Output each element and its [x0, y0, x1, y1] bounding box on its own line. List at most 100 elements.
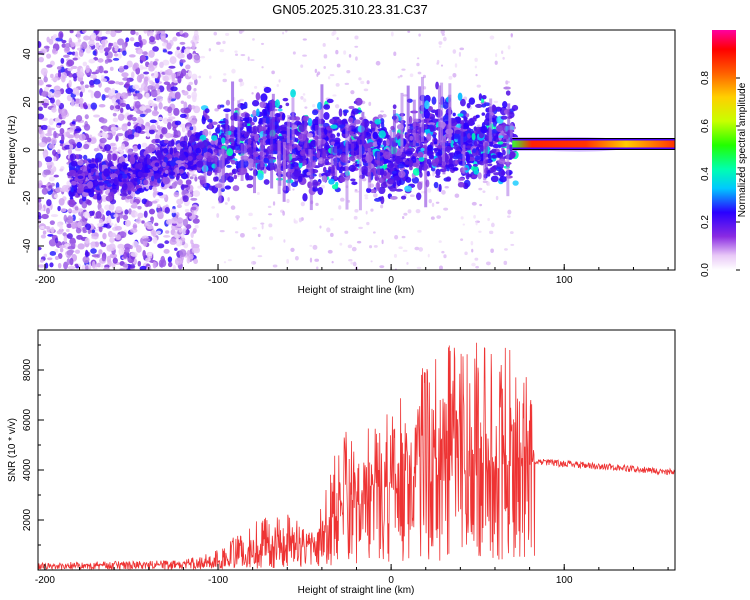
- noise-cell: [103, 223, 108, 228]
- noise-cell: [41, 213, 49, 220]
- signal-cell: [374, 197, 382, 202]
- signal-cell: [197, 175, 206, 181]
- colorbar-tick-label: 0.4: [700, 167, 711, 181]
- noise-cell: [49, 251, 57, 256]
- noise-cell: [92, 50, 97, 56]
- noise-cell: [120, 92, 129, 100]
- noise-cell: [173, 134, 179, 139]
- noise-cell: [123, 65, 129, 70]
- signal-cell: [419, 171, 423, 178]
- noise-cell: [330, 218, 334, 221]
- signal-cell: [478, 132, 485, 139]
- signal-cell: [208, 122, 213, 130]
- signal-cell: [454, 129, 461, 134]
- noise-cell: [319, 225, 322, 229]
- noise-cell: [76, 71, 85, 78]
- signal-cell: [338, 148, 343, 155]
- noise-cell: [252, 226, 258, 230]
- colorbar-label: Normalized spectral amplitude: [737, 82, 748, 217]
- noise-cell: [121, 123, 128, 132]
- signal-cell: [85, 199, 91, 205]
- noise-cell: [137, 49, 142, 55]
- noise-cell: [47, 257, 53, 261]
- noise-cell: [38, 142, 47, 148]
- noise-cell: [302, 93, 306, 96]
- noise-cell: [194, 176, 198, 182]
- noise-cell: [43, 104, 48, 109]
- signal-cell: [173, 180, 178, 187]
- signal-cell: [189, 176, 194, 180]
- noise-cell: [125, 103, 131, 110]
- noise-cell: [121, 42, 127, 50]
- noise-cell: [373, 193, 378, 198]
- signal-cell: [496, 166, 502, 172]
- noise-cell: [61, 39, 67, 44]
- signal-cell: [298, 124, 306, 133]
- signal-cell: [112, 153, 118, 161]
- noise-cell: [147, 64, 154, 68]
- signal-cell: [188, 136, 196, 143]
- noise-cell: [327, 249, 333, 254]
- signal-streak: [462, 144, 466, 174]
- noise-cell: [482, 190, 486, 193]
- signal-cell: [383, 151, 391, 160]
- noise-cell: [48, 118, 54, 126]
- noise-cell: [354, 208, 359, 213]
- signal-cell: [442, 101, 449, 109]
- noise-cell: [66, 223, 72, 229]
- noise-cell: [173, 191, 180, 198]
- noise-cell: [124, 247, 130, 254]
- signal-cell: [258, 117, 263, 124]
- signal-cell: [244, 113, 250, 118]
- noise-cell: [282, 210, 285, 216]
- noise-cell: [393, 253, 398, 258]
- signal-cell: [230, 159, 236, 165]
- signal-streak: [348, 126, 352, 144]
- signal-cell: [491, 148, 497, 154]
- noise-cell: [106, 31, 112, 35]
- noise-cell: [100, 36, 108, 40]
- noise-cell: [222, 78, 227, 83]
- noise-cell: [475, 265, 480, 269]
- signal-cell: [180, 173, 188, 180]
- noise-cell: [58, 198, 65, 206]
- noise-cell: [57, 205, 61, 212]
- colorbar-tick-label: 0.6: [700, 119, 711, 133]
- signal-cell: [207, 118, 213, 123]
- noise-cell: [65, 131, 71, 137]
- noise-cell: [354, 45, 359, 48]
- noise-cell: [98, 225, 103, 233]
- noise-cell: [460, 216, 464, 220]
- noise-cell: [110, 30, 117, 38]
- signal-cell: [188, 165, 197, 170]
- signal-cell: [405, 176, 412, 183]
- signal-cell: [83, 188, 92, 193]
- noise-cell: [70, 221, 78, 229]
- signal-cell: [92, 179, 99, 187]
- noise-cell: [162, 59, 170, 66]
- noise-cell: [65, 87, 73, 95]
- colorbar: 0.00.20.40.60.8 Normalized spectral ampl…: [700, 30, 748, 277]
- noise-cell: [147, 85, 154, 90]
- noise-cell: [320, 184, 325, 189]
- noise-cell: [193, 115, 196, 119]
- y-tick-label: 2000: [22, 508, 33, 531]
- signal-cell: [187, 161, 191, 167]
- signal-cell: [339, 176, 346, 183]
- signal-cell: [457, 113, 464, 117]
- noise-cell: [286, 198, 290, 204]
- noise-cell: [38, 113, 45, 120]
- noise-cell: [154, 134, 161, 140]
- signal-cell: [181, 184, 189, 188]
- signal-cell: [108, 160, 113, 168]
- noise-cell: [438, 45, 442, 48]
- signal-cell: [68, 199, 76, 208]
- noise-cell: [51, 77, 59, 82]
- noise-cell: [510, 33, 513, 38]
- signal-streak: [318, 109, 322, 149]
- noise-cell: [191, 105, 196, 110]
- signal-cell: [281, 112, 286, 121]
- signal-cell: [234, 149, 241, 154]
- noise-cell: [406, 261, 409, 265]
